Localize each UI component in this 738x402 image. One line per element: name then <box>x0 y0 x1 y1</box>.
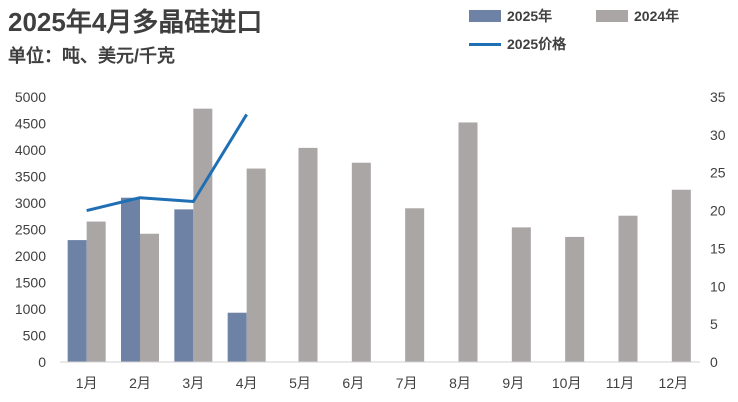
y-left-tick-label: 0 <box>38 354 46 370</box>
legend-item-2024: 2024年 <box>596 6 679 26</box>
bar-2024 <box>458 122 478 362</box>
legend-label-price: 2025价格 <box>507 36 567 52</box>
legend-swatch-2025 <box>469 10 501 22</box>
legend-label-2025: 2025年 <box>507 8 553 24</box>
x-tick-label: 7月 <box>396 375 418 391</box>
bar-2024 <box>511 227 531 362</box>
y-left-tick-label: 4000 <box>15 142 46 158</box>
y-left-tick-label: 2000 <box>15 248 46 264</box>
legend-item-price: 2025价格 <box>469 34 566 54</box>
bar-2024 <box>618 215 638 362</box>
bars <box>67 108 691 362</box>
chart-subtitle: 单位：吨、美元/千克 <box>8 46 176 66</box>
y-left-tick-label: 1000 <box>15 301 46 317</box>
bar-2024 <box>298 147 318 362</box>
x-tick-label: 8月 <box>449 375 471 391</box>
y-left-tick-label: 3000 <box>15 195 46 211</box>
y-right-tick-label: 10 <box>710 278 726 294</box>
bar-2024 <box>193 108 213 362</box>
y-right-tick-label: 30 <box>710 127 726 143</box>
x-tick-label: 6月 <box>342 375 364 391</box>
x-axis-labels: 1月 2月 3月 4月 5月 6月 7月 8月 9月 10月 11月 12月 <box>76 375 688 391</box>
y-right-tick-label: 20 <box>710 203 726 219</box>
bar-2024 <box>565 236 585 362</box>
y-right-tick-label: 5 <box>710 316 718 332</box>
y-left-tick-label: 5000 <box>15 89 46 105</box>
price-line <box>86 113 248 213</box>
legend-label-2024: 2024年 <box>634 8 680 24</box>
x-tick-label: 10月 <box>552 375 582 391</box>
y-left-tick-label: 2500 <box>15 222 46 238</box>
bar-2024 <box>246 168 266 362</box>
x-tick-label: 9月 <box>502 375 524 391</box>
bar-2024 <box>405 208 425 362</box>
bar-2025 <box>227 312 247 362</box>
legend-swatch-price <box>469 42 501 46</box>
x-tick-label: 5月 <box>289 375 311 391</box>
bar-2024 <box>351 162 371 362</box>
x-tick-label: 11月 <box>606 375 635 391</box>
y-left-tick-label: 4500 <box>15 116 46 132</box>
bar-2024 <box>671 189 691 362</box>
x-tick-label: 3月 <box>182 375 204 391</box>
x-tick-label: 2月 <box>129 375 151 391</box>
y-left-tick-label: 500 <box>23 328 47 344</box>
bar-2025 <box>174 209 194 362</box>
x-tick-label: 4月 <box>236 375 258 391</box>
bar-2024 <box>86 221 106 362</box>
y-axis-right: 0 5 10 15 20 25 30 35 <box>710 89 726 370</box>
y-right-tick-label: 35 <box>710 89 726 105</box>
legend-swatch-2024 <box>596 10 628 22</box>
bar-2025 <box>121 197 140 362</box>
y-right-tick-label: 0 <box>710 354 718 370</box>
bar-2025 <box>67 240 87 362</box>
x-tick-label: 1月 <box>76 375 98 391</box>
x-tick-label: 12月 <box>659 375 689 391</box>
y-right-tick-label: 25 <box>710 165 726 181</box>
y-left-tick-label: 3500 <box>15 169 46 185</box>
y-right-tick-label: 15 <box>710 240 726 256</box>
price-line-group <box>86 113 248 213</box>
bar-2024 <box>140 233 159 362</box>
chart-title: 2025年4月多晶硅进口 <box>8 7 263 37</box>
y-left-tick-label: 1500 <box>15 275 46 291</box>
y-axis-left: 0 500 1000 1500 2000 2500 3000 3500 4000 4500 5000 <box>15 89 46 370</box>
legend-item-2025: 2025年 <box>469 6 552 26</box>
